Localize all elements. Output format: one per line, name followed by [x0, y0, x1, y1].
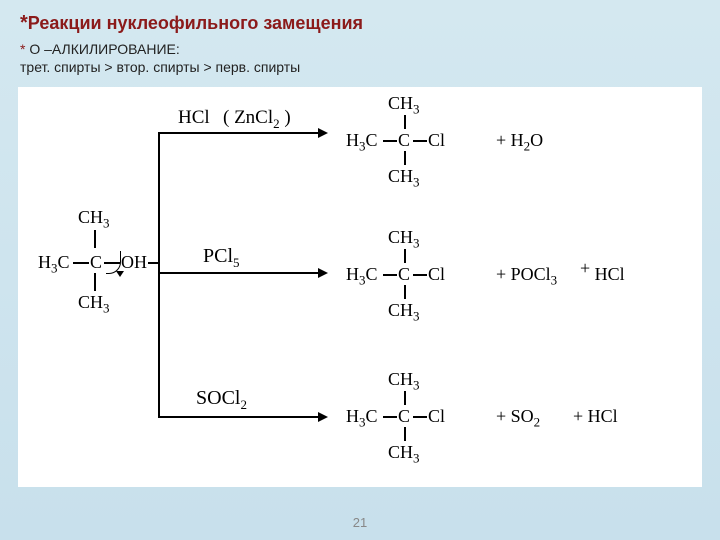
star-icon: * — [20, 41, 25, 57]
p3-h3c: H3C — [346, 406, 378, 431]
subtitle-text: О –АЛКИЛИРОВАНИЕ: — [29, 41, 179, 57]
bond — [404, 115, 406, 129]
reactant-c: C — [90, 252, 102, 273]
p1-h3c: H3C — [346, 130, 378, 155]
bond — [413, 416, 427, 418]
bond — [404, 391, 406, 405]
p3-c: C — [398, 406, 410, 427]
byproduct3b: + HCl — [573, 406, 618, 427]
branch-vline — [158, 132, 160, 417]
branch-connector — [148, 262, 158, 264]
reactant-oh: OH — [121, 252, 147, 273]
title-text: Реакции нуклеофильного замещения — [28, 13, 363, 33]
arrow1-head — [318, 128, 328, 138]
bond — [413, 274, 427, 276]
reaction-diagram: CH3 H3C C OH CH3 HCl ( ZnCl2 ) PCl5 SOCl… — [18, 87, 702, 487]
reagent-socl2: SOCl2 — [196, 387, 247, 413]
page-title: *Реакции нуклеофильного замещения — [20, 12, 700, 35]
star-icon: * — [20, 12, 28, 34]
p2-ch3-top: CH3 — [388, 227, 420, 252]
byproduct3a: + SO2 — [496, 406, 540, 431]
reagent-hcl: HCl — [178, 107, 210, 129]
p2-ch3-bottom: CH3 — [388, 300, 420, 325]
p2-cl: Cl — [428, 264, 445, 285]
p1-c: C — [398, 130, 410, 151]
bond — [404, 285, 406, 299]
p3-ch3-bottom: CH3 — [388, 442, 420, 467]
p3-ch3-top: CH3 — [388, 369, 420, 394]
bond — [94, 230, 96, 248]
p2-c: C — [398, 264, 410, 285]
bond — [404, 427, 406, 441]
bond — [383, 416, 397, 418]
arrow3-head — [318, 412, 328, 422]
p1-ch3-bottom: CH3 — [388, 166, 420, 191]
arrow2-line — [158, 272, 318, 274]
byproduct2b: + HCl — [580, 264, 625, 285]
reagent-zncl2: ( ZnCl2 ) — [223, 107, 291, 132]
arrow3-line — [158, 416, 318, 418]
reagent-pcl5: PCl5 — [203, 245, 240, 271]
bond — [73, 262, 89, 264]
byproduct2a: + POCl3 — [496, 264, 557, 289]
arrow2-head — [318, 268, 328, 278]
curve-arrowhead — [116, 271, 124, 277]
byproduct1: + H2O — [496, 130, 543, 155]
p2-h3c: H3C — [346, 264, 378, 289]
reactant-ch3-top: CH3 — [78, 207, 110, 232]
subtitle: * О –АЛКИЛИРОВАНИЕ: — [20, 41, 700, 57]
arrow1-line — [158, 132, 318, 134]
bond — [404, 249, 406, 263]
bond — [383, 140, 397, 142]
bond — [404, 151, 406, 165]
p1-ch3-top: CH3 — [388, 93, 420, 118]
p1-cl: Cl — [428, 130, 445, 151]
bond — [383, 274, 397, 276]
page-number: 21 — [0, 515, 720, 530]
bond — [413, 140, 427, 142]
bond — [94, 273, 96, 291]
p3-cl: Cl — [428, 406, 445, 427]
reactant-ch3-bottom: CH3 — [78, 292, 110, 317]
reactivity-order: трет. спирты > втор. спирты > перв. спир… — [20, 59, 700, 75]
reactant-h3c: H3C — [38, 252, 70, 277]
